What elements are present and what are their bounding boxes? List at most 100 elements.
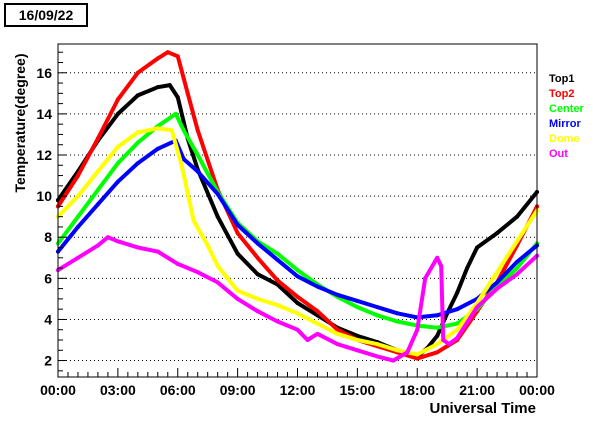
y-tick-label-1: 4 (44, 311, 52, 327)
data-point-dome (115, 144, 120, 149)
x-tick-label-8: 00:00 (519, 382, 555, 398)
data-point-out (435, 255, 440, 260)
data-point-dome (375, 342, 380, 347)
data-point-top1 (215, 214, 220, 219)
data-point-top2 (195, 128, 200, 133)
data-point-top1 (475, 245, 480, 250)
data-point-out (175, 261, 180, 266)
data-point-center (195, 153, 200, 157)
data-point-top2 (75, 173, 80, 178)
y-tick-label-3: 8 (44, 229, 52, 245)
data-point-top2 (185, 91, 190, 96)
data-point-out (305, 338, 310, 342)
data-point-out (441, 338, 446, 342)
data-point-top1 (175, 95, 180, 100)
x-tick-label-2: 06:00 (160, 382, 196, 398)
data-point-dome (235, 288, 240, 293)
data-point-top1 (495, 231, 500, 236)
x-tick-label-0: 00:00 (40, 382, 76, 398)
legend: Top1 Top2 Center Mirror Dome Out (549, 73, 585, 160)
data-point-top1 (355, 333, 360, 338)
series-line-top1 (56, 83, 539, 359)
data-point-dome (515, 239, 520, 244)
data-point-center (435, 325, 440, 330)
data-point-dome (179, 163, 184, 168)
data-point-top2 (415, 356, 420, 361)
data-point-top2 (135, 70, 140, 75)
data-point-dome (395, 348, 400, 353)
data-point-dome (169, 128, 174, 133)
data-point-top1 (465, 266, 470, 271)
data-point-mirror (195, 169, 200, 174)
data-point-mirror (435, 313, 440, 318)
data-point-mirror (515, 259, 520, 264)
data-point-mirror (395, 311, 400, 316)
data-point-dome (355, 338, 360, 342)
data-point-mirror (495, 280, 500, 285)
y-tick-label-6: 14 (36, 106, 52, 122)
data-point-out (495, 286, 500, 291)
data-point-center (515, 266, 520, 271)
data-point-top2 (255, 255, 260, 260)
data-point-out (375, 354, 380, 359)
data-point-top2 (315, 309, 320, 314)
data-point-mirror (75, 224, 80, 229)
data-point-out (115, 239, 120, 244)
data-point-out (295, 327, 300, 332)
series-line-dome (56, 126, 539, 357)
data-point-mirror (235, 222, 240, 227)
data-point-top1 (155, 85, 160, 90)
data-point-top2 (155, 56, 160, 61)
data-point-top1 (515, 214, 520, 219)
data-point-dome (215, 264, 220, 268)
y-tick-label-2: 6 (44, 270, 52, 286)
data-point-center (115, 161, 120, 166)
data-point-mirror (355, 298, 360, 303)
x-tick-label-4: 12:00 (280, 382, 316, 398)
data-point-out (315, 331, 320, 336)
y-tick-label-4: 10 (36, 188, 52, 204)
y-tick-label-5: 12 (36, 147, 52, 163)
data-point-dome (191, 218, 196, 223)
series-layer (56, 50, 539, 363)
data-point-center (455, 321, 460, 326)
data-point-top1 (255, 272, 260, 277)
data-point-mirror (155, 146, 160, 151)
data-point-mirror (115, 179, 120, 184)
data-point-center (135, 140, 140, 145)
data-point-center (395, 319, 400, 324)
x-tick-label-3: 09:00 (220, 382, 256, 398)
legend-entry-out: Out (549, 148, 568, 160)
data-point-mirror (455, 307, 460, 312)
data-point-mirror (295, 274, 300, 279)
data-point-center (275, 251, 280, 256)
data-point-top1 (135, 93, 140, 98)
data-point-out (415, 327, 420, 332)
data-point-dome (295, 311, 300, 316)
data-point-out (95, 243, 100, 248)
data-point-out (75, 255, 80, 260)
data-point-top1 (295, 301, 300, 305)
data-point-dome (435, 342, 440, 347)
data-point-mirror (215, 192, 220, 197)
data-point-mirror (181, 157, 186, 162)
series-line-center (56, 111, 539, 330)
data-point-out (335, 342, 340, 347)
data-point-top2 (95, 136, 100, 141)
data-point-top2 (335, 327, 340, 332)
data-point-out (515, 272, 520, 277)
data-point-out (275, 319, 280, 324)
data-point-dome (335, 331, 340, 336)
data-point-center (375, 313, 380, 318)
data-point-out (439, 264, 444, 268)
data-point-center (95, 187, 100, 192)
data-point-mirror (375, 305, 380, 310)
data-point-dome (255, 296, 260, 301)
data-point-center (75, 214, 80, 219)
data-point-mirror (275, 257, 280, 262)
legend-entry-center: Center (549, 103, 585, 115)
data-point-mirror (315, 284, 320, 289)
x-axis-label: Universal Time (430, 400, 536, 417)
axis-ticks: 2 4 6 8 10 12 14 16 00:00 03:00 06:00 09:00 12:00 15:… (36, 51, 555, 398)
